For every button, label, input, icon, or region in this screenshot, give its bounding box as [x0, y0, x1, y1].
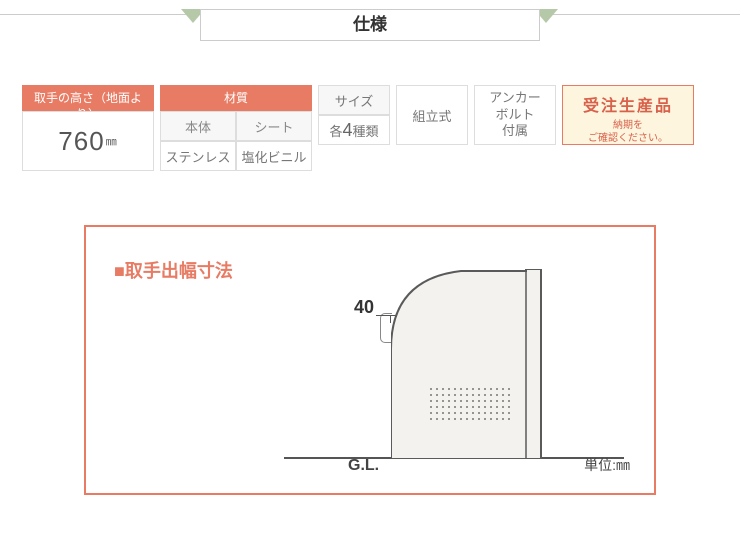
- material-sheet-label: シート: [236, 111, 312, 141]
- spec-handle-height: 取手の高さ（地面より） 760㎜: [22, 85, 154, 171]
- size-prefix: 各: [329, 121, 342, 140]
- size-value: 各4種類: [318, 115, 390, 145]
- material-body-value: ステンレス: [160, 141, 236, 171]
- unit-label: 単位:㎜: [584, 455, 630, 475]
- spec-anchor: アンカー ボルト 付属: [474, 85, 556, 145]
- order-notice: 受注生産品 納期を ご確認ください。: [562, 85, 694, 145]
- material-header: 材質: [160, 85, 312, 111]
- order-sub2: ご確認ください。: [588, 133, 668, 144]
- material-sheet-value: 塩化ビニル: [236, 141, 312, 171]
- anchor-line1: アンカー: [489, 90, 540, 105]
- dimension-value: 40: [354, 297, 374, 318]
- handle-height-unit: ㎜: [106, 133, 118, 149]
- anchor-line3: 付属: [502, 123, 528, 138]
- diagram-title-text: 取手出幅寸法: [125, 261, 233, 281]
- order-title: 受注生産品: [567, 92, 689, 116]
- size-number: 4: [342, 120, 352, 141]
- ground-label: G.L.: [348, 457, 379, 475]
- dimension-diagram: ■取手出幅寸法 40 G.L. 単位:㎜: [84, 225, 656, 495]
- assembly-label: 組立式: [396, 85, 468, 145]
- size-header: サイズ: [318, 85, 390, 115]
- diagram-title: ■取手出幅寸法: [114, 257, 233, 283]
- product-silhouette-icon: [391, 269, 546, 459]
- handle-height-value: 760㎜: [22, 111, 154, 171]
- anchor-label: アンカー ボルト 付属: [474, 85, 556, 145]
- spec-table: 取手の高さ（地面より） 760㎜ 材質 本体 シート ステンレス 塩化ビニル サ…: [22, 85, 694, 171]
- spec-material: 材質 本体 シート ステンレス 塩化ビニル: [160, 85, 312, 171]
- order-sub1: 納期を: [613, 120, 643, 131]
- handle-height-number: 760: [58, 126, 104, 157]
- size-suffix: 種類: [353, 121, 379, 140]
- spec-assembly: 組立式: [396, 85, 468, 145]
- spec-size: サイズ 各4種類: [318, 85, 390, 145]
- handle-height-header: 取手の高さ（地面より）: [22, 85, 154, 111]
- anchor-line2: ボルト: [495, 107, 534, 122]
- page-title: 仕様: [200, 9, 540, 41]
- order-sub: 納期を ご確認ください。: [567, 119, 689, 145]
- material-body-label: 本体: [160, 111, 236, 141]
- square-marker-icon: ■: [114, 261, 125, 281]
